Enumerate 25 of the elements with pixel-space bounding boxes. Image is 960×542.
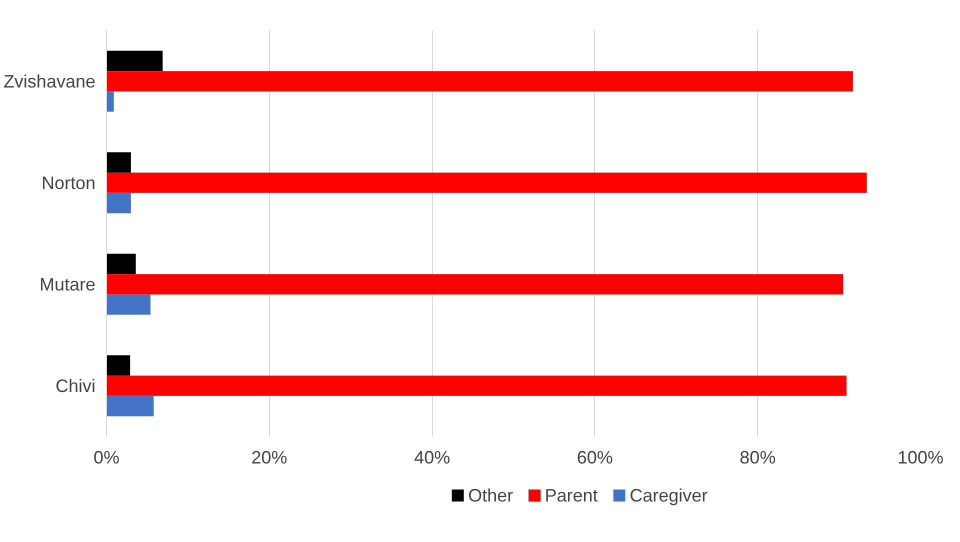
legend-label: Other — [468, 486, 514, 506]
bar — [106, 376, 846, 396]
y-tick-label: Chivi — [55, 376, 96, 396]
bar — [106, 254, 136, 274]
bar — [106, 396, 154, 416]
bar — [106, 192, 131, 214]
bar — [106, 50, 163, 72]
legend-label: Parent — [544, 486, 598, 506]
y-tick-label: Mutare — [39, 274, 96, 294]
bar — [106, 71, 853, 92]
x-tick-label: 40% — [414, 448, 450, 468]
x-tick-label: 60% — [576, 448, 613, 468]
y-tick-label: Zvishavane — [3, 71, 96, 92]
bar — [106, 172, 867, 193]
x-tick-label: 100% — [897, 448, 944, 468]
bar — [106, 152, 131, 173]
y-tick-label: Norton — [41, 172, 96, 193]
x-tick-label: 0% — [93, 448, 120, 468]
bar — [106, 274, 844, 294]
x-tick-label: 20% — [251, 448, 288, 468]
bar — [106, 294, 150, 315]
bar — [106, 355, 130, 376]
legend-label: Caregiver — [630, 486, 708, 506]
x-tick-label: 80% — [740, 448, 776, 468]
bar — [106, 91, 114, 112]
